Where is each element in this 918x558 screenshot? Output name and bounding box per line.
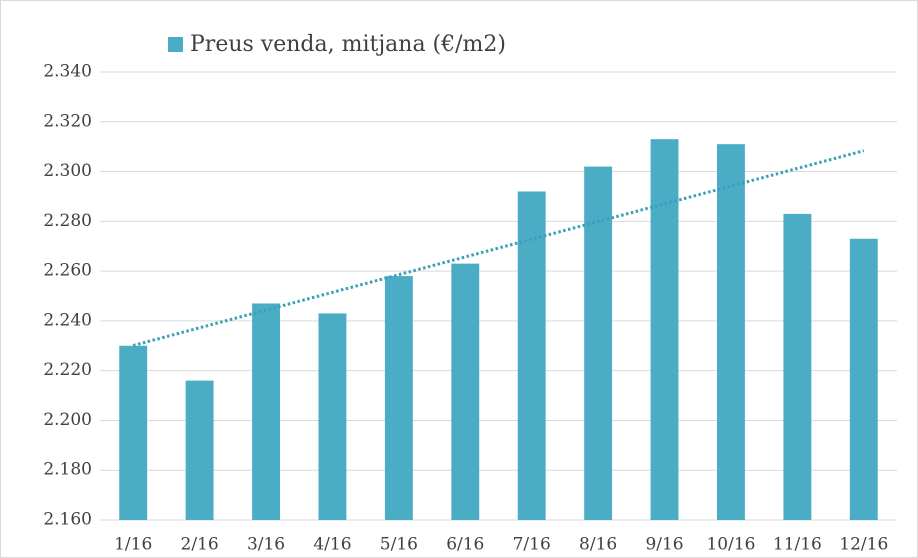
y-tick-label: 2.260 — [43, 261, 92, 281]
bar — [119, 345, 148, 520]
x-tick-label: 5/16 — [380, 535, 418, 555]
bar — [783, 213, 812, 520]
x-tick-label: 10/16 — [706, 535, 755, 555]
x-tick-label: 8/16 — [579, 535, 617, 555]
y-tick-label: 2.340 — [43, 62, 92, 82]
y-tick-label: 2.160 — [43, 510, 92, 530]
x-tick-label: 9/16 — [645, 535, 683, 555]
bar — [451, 263, 480, 520]
bar — [384, 276, 413, 520]
bar — [517, 191, 546, 520]
bar — [650, 139, 679, 520]
legend-label: Preus venda, mitjana (€/m2) — [190, 32, 506, 57]
x-tick-label: 3/16 — [247, 535, 285, 555]
y-tick-label: 2.200 — [43, 410, 92, 430]
x-tick-label: 6/16 — [446, 535, 484, 555]
x-tick-label: 7/16 — [513, 535, 551, 555]
y-tick-label: 2.280 — [43, 211, 92, 231]
y-tick-label: 2.320 — [43, 111, 92, 131]
y-tick-label: 2.300 — [43, 161, 92, 181]
x-tick-label: 2/16 — [181, 535, 219, 555]
y-tick-label: 2.240 — [43, 310, 92, 330]
x-tick-label: 11/16 — [773, 535, 822, 555]
y-tick-label: 2.180 — [43, 460, 92, 480]
legend-swatch — [168, 37, 183, 52]
x-tick-label: 1/16 — [114, 535, 152, 555]
bar — [717, 144, 745, 520]
trendline — [132, 149, 865, 347]
x-tick-label: 12/16 — [839, 535, 888, 555]
x-tick-label: 4/16 — [313, 535, 351, 555]
bar — [185, 380, 214, 520]
y-tick-label: 2.220 — [43, 360, 92, 380]
bar — [318, 313, 347, 520]
bar — [849, 238, 878, 520]
bar — [252, 303, 280, 520]
